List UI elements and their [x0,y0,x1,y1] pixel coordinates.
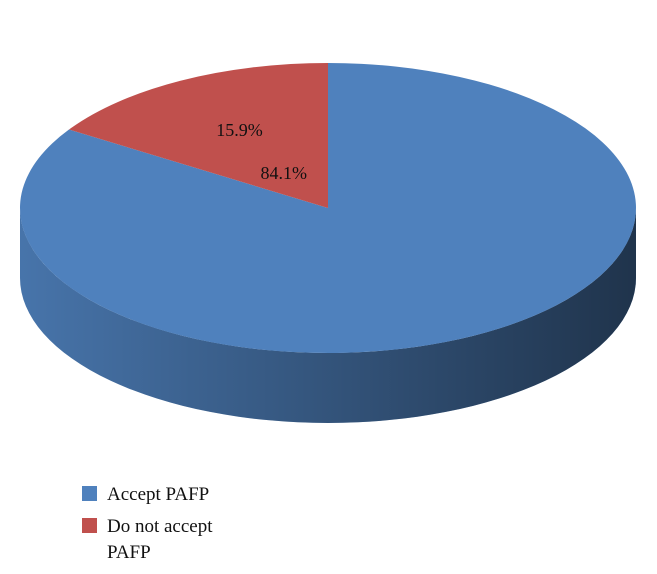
legend-item: Do not accept PAFP [82,514,242,566]
pie-side-shade [20,208,636,423]
legend-label: Accept PAFP [107,484,210,505]
legend: Accept PAFP Do not accept PAFP [82,482,242,572]
data-label: 15.9% [216,120,263,140]
pie-slice [68,63,328,208]
legend-label: Do not accept PAFP [107,516,213,563]
legend-swatch [82,486,97,501]
legend-swatch [82,518,97,533]
data-label: 84.1% [260,163,307,183]
chart: 84.1% 15.9% [19,63,636,423]
legend-item: Accept PAFP [82,482,242,508]
